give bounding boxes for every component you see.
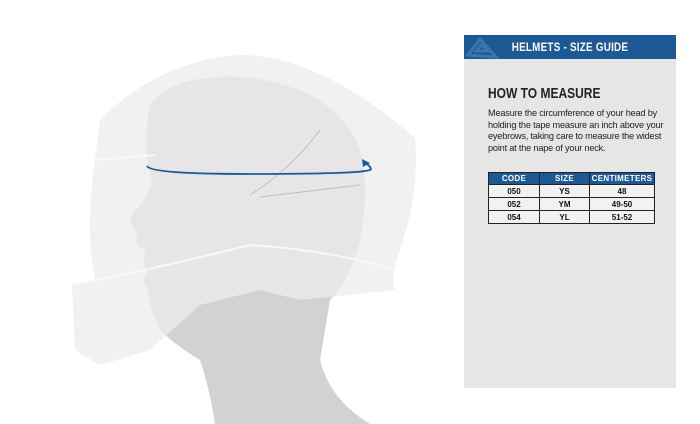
column-header-code: CODE [488, 172, 540, 185]
how-to-measure-heading: HOW TO MEASURE [488, 85, 601, 102]
cell-code: 054 [488, 210, 540, 224]
table-header-row: CODE SIZE CENTIMETERS [488, 172, 655, 185]
cell-size: YL [539, 210, 590, 224]
visor-line [249, 129, 361, 198]
panel-title: HELMETS - SIZE GUIDE [511, 40, 629, 54]
size-guide-panel: HELMETS - SIZE GUIDE HOW TO MEASURE Meas… [464, 35, 676, 388]
table-row: 052 YM 49-50 [488, 197, 655, 211]
table-row: 054 YL 51-52 [488, 210, 655, 224]
cell-size: YM [539, 197, 590, 211]
how-to-measure-text: Measure the circumference of your head b… [488, 108, 664, 154]
table-row: 050 YS 48 [488, 184, 655, 198]
panel-header: HELMETS - SIZE GUIDE [464, 35, 676, 59]
tape-arrow-icon [362, 159, 370, 167]
cell-centimeters: 49-50 [589, 197, 655, 211]
cell-size: YS [539, 184, 590, 198]
size-table: CODE SIZE CENTIMETERS 050 YS 48 052 YM 4… [488, 172, 655, 224]
cell-code: 052 [488, 197, 540, 211]
helmet-illustration [71, 55, 416, 424]
cell-centimeters: 51-52 [589, 210, 655, 224]
tape-measure [146, 162, 372, 175]
helmet-shell [72, 55, 416, 365]
cell-code: 050 [488, 184, 540, 198]
column-header-size: SIZE [539, 172, 590, 185]
column-header-centimeters: CENTIMETERS [589, 172, 655, 185]
brand-logo-icon [466, 37, 500, 59]
helmet-visor [71, 154, 396, 286]
cell-centimeters: 48 [589, 184, 655, 198]
